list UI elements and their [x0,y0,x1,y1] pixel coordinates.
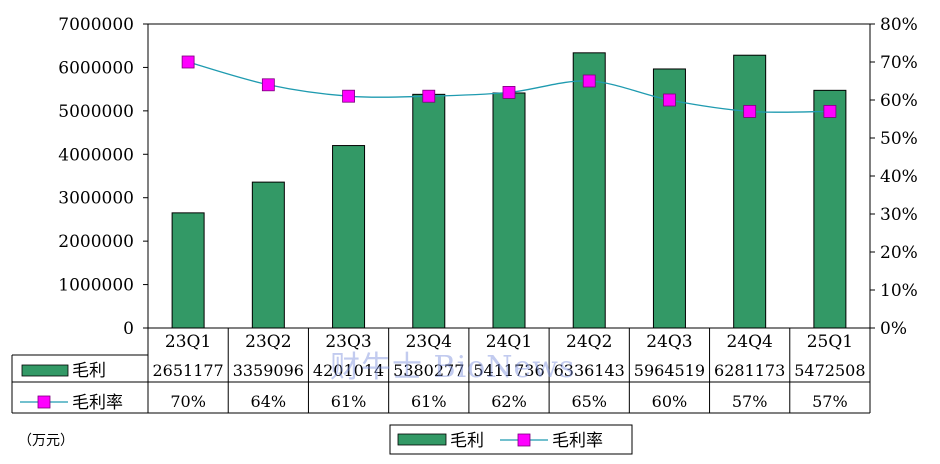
line-marker-24Q4 [743,105,757,118]
left-tick-label: 5000000 [58,102,134,122]
row-header-line: 毛利率 [72,393,123,413]
bar-series [147,23,871,329]
left-tick-label: 3000000 [58,189,134,209]
line-value-cell: 60% [652,392,688,411]
legend-bar-swatch [397,433,447,446]
line-value-cell: 61% [331,392,367,411]
left-tick-label: 0 [123,319,134,339]
bar-24Q1 [492,92,526,329]
right-tick-label: 80% [880,15,918,35]
category-label: 23Q2 [245,332,291,352]
line-series [181,55,837,118]
category-label: 23Q1 [165,332,211,352]
right-axis-ticks: 0% 10% 20% 30% 40% 50% 60% 70% 80% [870,15,918,339]
left-tick-label: 4000000 [58,145,134,165]
right-tick-label: 30% [880,205,918,225]
row-key-marker [37,395,51,409]
line-value-cell: 70% [170,392,206,411]
bar-23Q2 [251,181,285,329]
left-axis-ticks: 0 1000000 2000000 3000000 4000000 5000000 6000… [58,15,148,339]
line-marker-24Q3 [663,93,676,107]
line-value-cell: 65% [571,392,607,411]
right-tick-label: 20% [880,243,918,263]
bar-value-cell: 5380277 [393,361,464,380]
line-marker-24Q2 [582,74,596,88]
right-tick-label: 60% [880,91,918,111]
left-tick-label: 6000000 [58,58,134,78]
category-label: 24Q4 [726,332,772,352]
right-tick-label: 10% [880,281,918,301]
line-marker-23Q2 [261,78,275,92]
category-label: 24Q1 [486,332,532,352]
category-label: 24Q3 [646,332,692,352]
line-value-cell: 62% [491,392,527,411]
line-value-cell: 61% [411,392,447,411]
line-marker-24Q1 [502,86,516,99]
category-label: 23Q3 [325,332,371,352]
right-tick-label: 50% [880,129,918,149]
category-label: 25Q1 [807,332,853,352]
left-tick-label: 7000000 [58,15,134,35]
left-tick-label: 1000000 [58,276,134,296]
right-tick-label: 0% [880,319,907,339]
line-value-cell: 57% [812,392,848,411]
category-label: 23Q4 [406,332,452,352]
bar-24Q2 [572,52,606,329]
line-value-cell: 64% [251,392,287,411]
legend-bar-label: 毛利 [450,431,484,451]
bar-value-cell: 3359096 [233,361,304,380]
bar-23Q4 [412,93,446,329]
right-tick-label: 70% [880,53,918,73]
bar-23Q3 [332,145,366,329]
line-marker-23Q4 [422,89,436,103]
right-tick-label: 40% [880,167,918,187]
line-marker-23Q3 [342,89,355,103]
legend: 毛利 毛利率 [389,424,633,455]
bar-24Q4 [733,54,767,329]
bar-value-cell: 6281173 [714,361,785,380]
bar-23Q1 [171,212,205,329]
bar-25Q1 [813,89,847,329]
bar-value-cell: 2651177 [152,361,223,380]
legend-line-label: 毛利率 [552,431,603,451]
bar-value-cell: 5964519 [634,361,705,380]
bar-24Q3 [652,68,686,329]
category-label: 24Q2 [566,332,612,352]
line-value-cell: 57% [732,392,768,411]
legend-marker-swatch [517,433,531,447]
line-marker-25Q1 [823,105,837,118]
data-table: 23Q1 2651177 70% 23Q2 3359096 64% 23Q3 4201014 6… [11,328,871,414]
row-key-bar [21,364,69,377]
line-marker-23Q1 [181,55,195,69]
row-header-bar: 毛利 [72,361,106,381]
bar-value-cell: 5411736 [473,361,544,380]
unit-label: （万元） [18,433,74,449]
bar-value-cell: 6336143 [554,361,625,380]
bar-value-cell: 5472508 [794,361,865,380]
left-tick-label: 2000000 [58,232,134,252]
bar-value-cell: 4201014 [313,361,384,380]
